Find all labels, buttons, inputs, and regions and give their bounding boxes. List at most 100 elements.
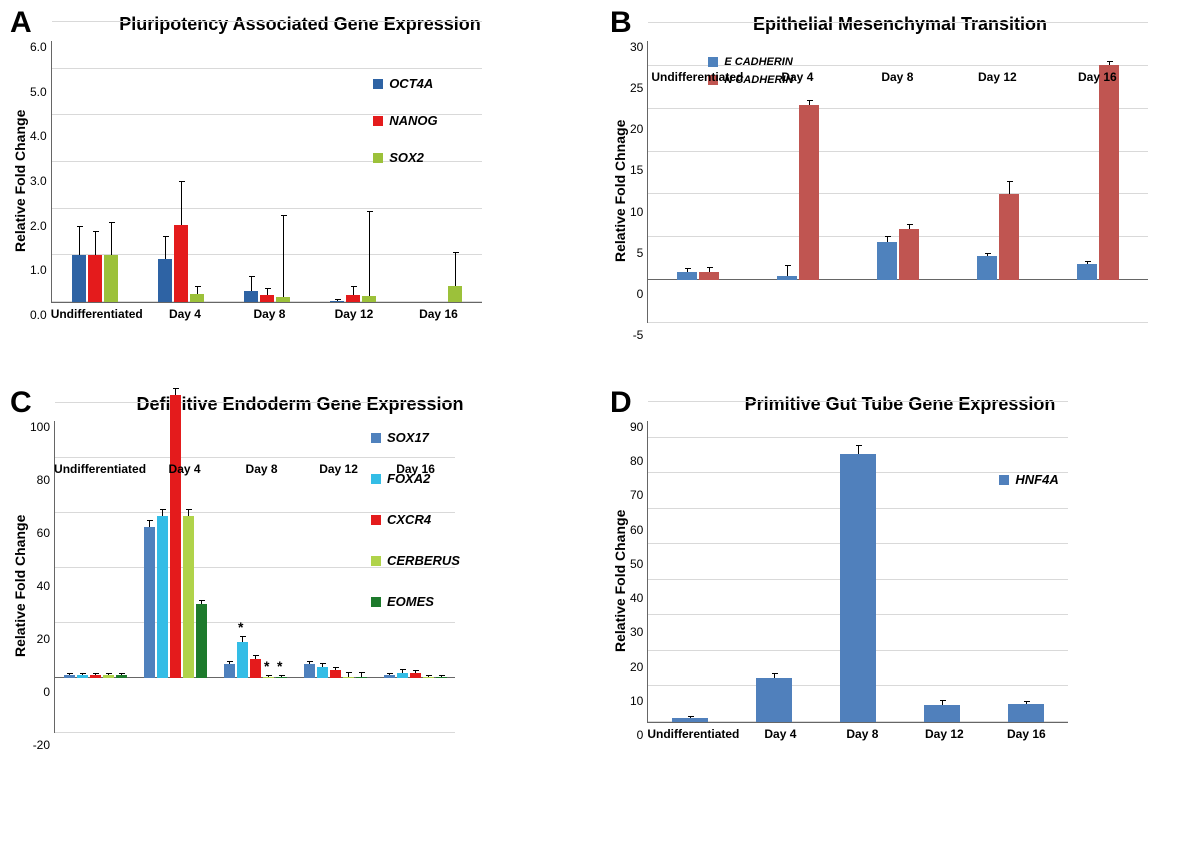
- plot-column: ***UndifferentiatedDay 4Day 8Day 12Day 1…: [54, 421, 590, 751]
- bar-rect: [777, 276, 797, 280]
- bar: [924, 421, 960, 722]
- error-bar: [149, 521, 150, 527]
- error-bar: [687, 269, 688, 272]
- bar-rect: [237, 642, 248, 678]
- x-category: Day 16: [1047, 66, 1147, 84]
- y-tick: 50: [630, 558, 643, 570]
- bar-rect: [190, 294, 204, 302]
- bar: [260, 41, 274, 302]
- error-bar: [255, 656, 256, 659]
- legend-label: HNF4A: [1015, 472, 1058, 487]
- error-bar: [335, 668, 336, 669]
- bar-rect: [436, 677, 447, 678]
- legend-label: CXCR4: [387, 512, 431, 527]
- gridline: [55, 402, 455, 403]
- bar-group: [648, 421, 732, 722]
- legend-item: OCT4A: [373, 76, 437, 91]
- error-bar: [441, 676, 442, 677]
- error-bar: [283, 216, 284, 298]
- error-bar: [787, 266, 788, 276]
- legend-item: CERBERUS: [371, 553, 460, 568]
- bar: [104, 41, 118, 302]
- bar-rect: [157, 516, 168, 678]
- x-category: Undifferentiated: [647, 66, 747, 84]
- bar-rect: [196, 604, 207, 678]
- error-bar: [95, 232, 96, 255]
- error-bar: [108, 674, 109, 675]
- x-axis: UndifferentiatedDay 4Day 8Day 12Day 16: [647, 723, 1067, 741]
- error-bar: [1026, 702, 1027, 704]
- error-bar: [229, 662, 230, 665]
- y-tick: 30: [630, 626, 643, 638]
- y-tick: -20: [33, 739, 50, 751]
- legend-item: FOXA2: [371, 471, 460, 486]
- chart-title: Definitive Endoderm Gene Expression: [10, 394, 590, 415]
- y-tick: 5: [637, 247, 644, 259]
- bar-rect: [1099, 65, 1119, 280]
- y-axis-label: Relative Fold Chnage: [610, 41, 630, 341]
- chart-outer: Relative Fold Change100806040200-20***Un…: [10, 421, 590, 751]
- error-bar: [369, 212, 370, 296]
- bar-rect: [410, 673, 421, 679]
- bar-rect: [840, 454, 876, 722]
- error-bar: [1009, 182, 1010, 195]
- error-bar: [428, 676, 429, 677]
- legend-swatch: [373, 79, 383, 89]
- bar-rect: [244, 291, 258, 302]
- x-category: Day 16: [396, 303, 481, 321]
- chart-outer: Relative Fold Change9080706050403020100U…: [610, 421, 1190, 741]
- legend: HNF4A: [999, 472, 1058, 487]
- panel-c: CDefinitive Endoderm Gene ExpressionRela…: [0, 380, 600, 820]
- legend-swatch: [371, 474, 381, 484]
- plot-column: UndifferentiatedDay 4Day 8Day 12Day 16: [51, 41, 590, 321]
- bar: [88, 41, 102, 302]
- bar-rect: [103, 675, 114, 678]
- bar-group: [732, 421, 816, 722]
- bar-rect: [250, 659, 261, 678]
- error-bar: [281, 676, 282, 677]
- legend-swatch: [999, 475, 1009, 485]
- y-axis-label: Relative Fold Change: [10, 421, 30, 751]
- bar-rect: [170, 395, 181, 678]
- bar-rect: [144, 527, 155, 678]
- bar-rect: [90, 675, 101, 678]
- bar-rect: [356, 677, 367, 678]
- error-bar: [111, 223, 112, 256]
- bar-rect: [224, 664, 235, 678]
- bar: [276, 41, 290, 302]
- error-bar: [348, 673, 349, 677]
- y-axis-ticks: 302520151050-5: [630, 41, 647, 341]
- bar-rect: [77, 675, 88, 678]
- x-axis: UndifferentiatedDay 4Day 8Day 12Day 16: [647, 66, 1147, 84]
- y-tick: 40: [630, 592, 643, 604]
- plot-column: E CADHERINN CADHERINUndifferentiatedDay …: [647, 41, 1190, 341]
- y-tick: 20: [37, 633, 50, 645]
- bar-rect: [1008, 704, 1044, 722]
- y-tick: 60: [630, 524, 643, 536]
- bar-rect: [899, 229, 919, 280]
- bar-rect: [116, 675, 127, 678]
- bar-rect: [977, 256, 997, 280]
- gridline: [648, 22, 1148, 23]
- legend-label: OCT4A: [389, 76, 433, 91]
- y-tick: 2.0: [30, 220, 47, 232]
- bar-rect: [276, 677, 287, 678]
- panel-letter: D: [610, 386, 632, 420]
- bar-rect: [1077, 264, 1097, 280]
- legend-item: HNF4A: [999, 472, 1058, 487]
- error-bar: [690, 717, 691, 718]
- legend-swatch: [371, 556, 381, 566]
- error-bar: [1109, 62, 1110, 65]
- bar-rect: [260, 295, 274, 302]
- error-bar: [455, 253, 456, 286]
- panel-b: BEpithelial Mesenchymal TransitionRelati…: [600, 0, 1200, 380]
- chart-outer: Relative Fold Change6.05.04.03.02.01.00.…: [10, 41, 590, 321]
- bar-rect: [72, 255, 86, 302]
- y-tick: 20: [630, 661, 643, 673]
- legend-label: EOMES: [387, 594, 434, 609]
- error-bar: [858, 446, 859, 453]
- x-category: Day 16: [985, 723, 1067, 741]
- y-tick: 10: [630, 206, 643, 218]
- bar-rect: [343, 677, 354, 678]
- y-tick: 100: [30, 421, 50, 433]
